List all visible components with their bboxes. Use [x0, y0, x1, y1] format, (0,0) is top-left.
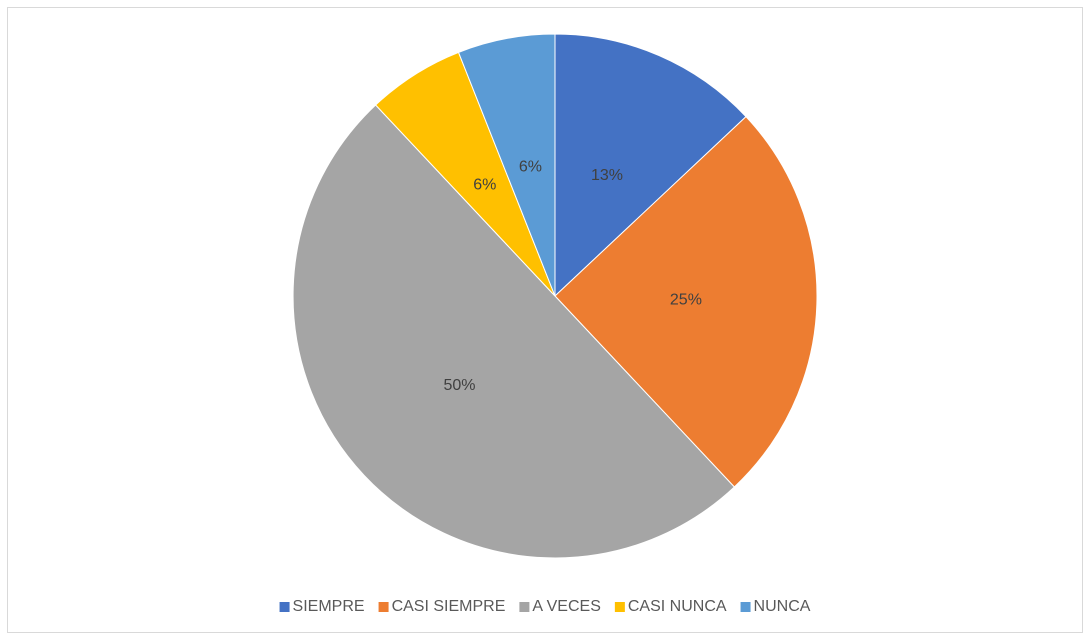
pie-slice	[292, 104, 736, 559]
pie-slice	[554, 33, 747, 298]
legend-label: CASI NUNCA	[628, 598, 727, 615]
data-label: 50%	[443, 377, 475, 394]
legend-label: CASI SIEMPRE	[392, 598, 506, 615]
pie-slice	[457, 33, 556, 297]
data-label: 13%	[591, 167, 623, 184]
legend-swatch	[519, 602, 530, 612]
legend-label: NUNCA	[754, 598, 811, 615]
legend-swatch	[378, 602, 389, 612]
data-label: 6%	[519, 159, 542, 176]
data-label: 25%	[670, 291, 702, 308]
legend-label: A VECES	[532, 598, 600, 615]
legend-swatch	[279, 602, 290, 612]
legend-label: SIEMPRE	[293, 598, 365, 615]
pie-slice	[554, 115, 818, 488]
legend-swatch	[614, 602, 625, 612]
data-label: 6%	[473, 177, 496, 194]
legend-swatch	[740, 602, 751, 612]
legend: SIEMPRE CASI SIEMPRE A VECES CASI NUNCA NUNC…	[279, 598, 811, 615]
